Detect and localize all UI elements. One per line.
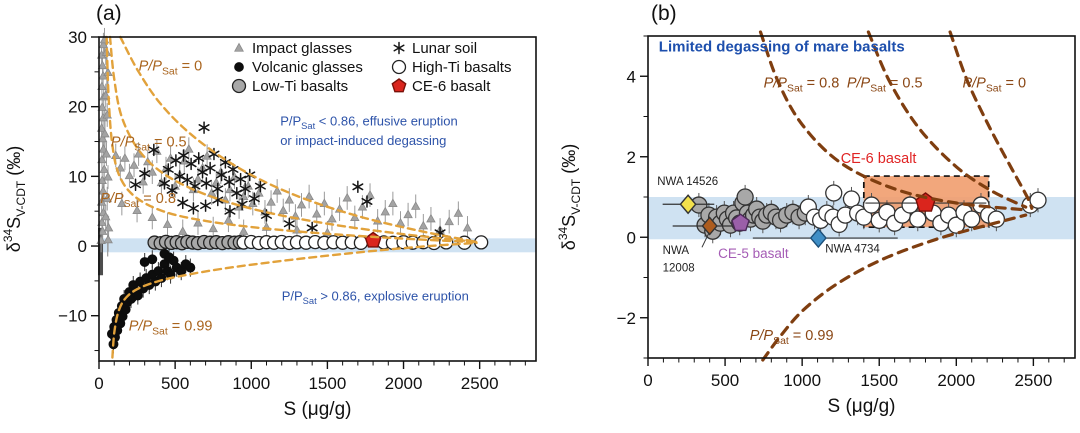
panel-b: (b) Limited degassing of mare basalts P/P… (545, 0, 1080, 433)
degassing-model-curve (119, 35, 478, 244)
legend-label: High-Ti basalts (412, 59, 511, 76)
annotation: P/PSat = 0.5 (111, 134, 187, 153)
x-tick-label: 1500 (860, 371, 898, 390)
y-tick-label: 10 (68, 167, 87, 186)
y-tick-label: −2 (617, 309, 636, 328)
degassing-model-curve (111, 241, 478, 359)
annotation: P/PSat = 0.8 (764, 76, 840, 95)
legend-label: CE-6 basalt (412, 78, 491, 95)
x-tick-label: 500 (711, 371, 739, 390)
degassing-model-curve (105, 35, 478, 244)
legend: Impact glasses Volcanic glasses Low-Ti bas… (231, 40, 511, 95)
y-tick-label: 0 (627, 228, 636, 247)
annotation: or impact-induced degassing (280, 133, 446, 148)
series-lunar-soil (130, 121, 446, 240)
annotation: NWA (663, 245, 690, 257)
plot-frame (98, 36, 537, 362)
y-tick-label: 0 (78, 237, 87, 256)
x-tick-label: 2000 (937, 371, 975, 390)
panel-a-plot: P/PSat = 0 P/PSat = 0.5 P/PSat = 0.8 P/PSat… (1, 27, 537, 420)
x-tick-label: 1000 (232, 374, 270, 393)
x-tick-label: 2500 (461, 374, 499, 393)
legend-label: Low-Ti basalts (252, 78, 348, 95)
x-tick-label: 0 (94, 374, 103, 393)
label-leader-line (701, 232, 710, 248)
panel-b-plot: Limited degassing of mare basalts P/PSat … (556, 30, 1076, 417)
annotation: P/PSat = 0.99 (750, 328, 834, 347)
x-tick-label: 0 (643, 371, 652, 390)
annotation: CE-6 basalt (841, 151, 917, 167)
annotation: CE-5 basalt (718, 246, 789, 261)
series-nwa-12008 (672, 216, 747, 236)
y-tick-label: −10 (58, 307, 87, 326)
annotation: P/PSat = 0.5 (847, 76, 923, 95)
y-tick-label: 4 (627, 67, 636, 86)
annotation: NWA 14526 (657, 176, 718, 188)
annotation: P/PSat = 0 (962, 76, 1026, 95)
panel-a: (a) P/PSat = 0 P/PSat = 0.5 P/PSat = 0.8 P/… (1, 2, 537, 420)
x-tick-label: 1000 (783, 371, 821, 390)
degassing-model-curve (948, 30, 1034, 210)
series-nwa-4734 (752, 227, 898, 249)
annotation: NWA 4734 (825, 244, 880, 256)
panel-a-tag: (a) (96, 2, 122, 25)
annotation: 12008 (663, 262, 695, 274)
annotation: P/PSat = 0.8 (100, 191, 176, 210)
x-tick-label: 1500 (308, 374, 346, 393)
annotation: P/PSat < 0.86, effusive eruption (280, 113, 458, 131)
degassing-model-curve (866, 30, 1028, 209)
degassing-model-curve (761, 213, 1028, 362)
x-axis-title: S (μg/g) (284, 399, 352, 420)
y-axis-title: δ34SV-CDT (‰) (556, 144, 583, 250)
series-ce-5-basalt (731, 213, 750, 232)
series-high-ti-basalts (799, 180, 1047, 238)
annotation: P/PSat = 0 (139, 58, 203, 77)
y-axis-title: δ34SV-CDT (‰) (1, 146, 28, 252)
annotation: P/PSat > 0.86, explosive eruption (282, 288, 469, 306)
legend-label: Lunar soil (412, 40, 477, 57)
series-nwa-14526 (662, 194, 715, 215)
degassing-model-curve (758, 30, 1028, 212)
annotation: P/PSat = 0.99 (129, 318, 213, 337)
series-ce-6-basalt (364, 231, 382, 248)
y-tick-label: 20 (68, 98, 87, 117)
x-axis-title: S (μg/g) (828, 396, 896, 417)
y-tick-label: 30 (68, 28, 87, 47)
legend-label: Volcanic glasses (252, 59, 363, 76)
panel-b-tag: (b) (651, 2, 677, 25)
degassing-model-curve (108, 35, 478, 244)
x-tick-label: 500 (161, 374, 189, 393)
annotation: Limited degassing of mare basalts (659, 38, 905, 55)
x-tick-label: 2000 (385, 374, 423, 393)
x-tick-label: 2500 (1014, 371, 1052, 390)
series-low-ti-basalts (147, 234, 247, 251)
legend-label: Impact glasses (252, 40, 352, 57)
y-tick-label: 2 (627, 148, 636, 167)
